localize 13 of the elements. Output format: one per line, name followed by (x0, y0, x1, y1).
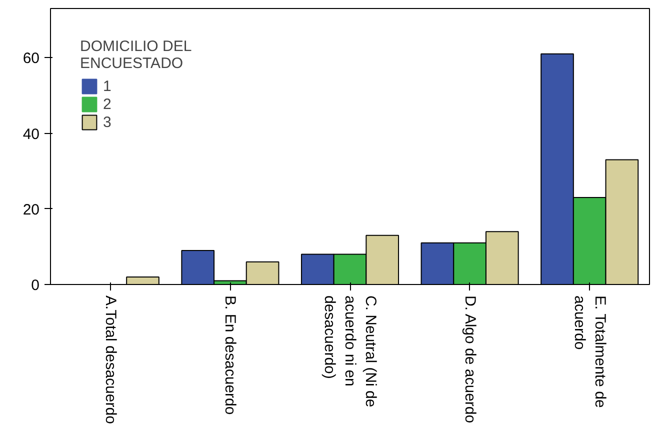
y-tick-label: 40 (22, 126, 40, 143)
x-tick-label: B. En desacuerdo (222, 296, 239, 415)
y-tick-label: 20 (22, 201, 40, 218)
legend-label: 2 (103, 96, 112, 112)
legend-title: DOMICILIO DEL ENCUESTADO (80, 38, 192, 72)
x-tick-label: A.Total desacuerdo (102, 296, 119, 424)
x-tick-label: D. Algo de acuerdo (461, 296, 478, 424)
y-tick-label: 0 (31, 277, 40, 294)
legend-label: 3 (103, 114, 112, 130)
x-tick-label: C. Neutral (Ni de acuerdo ni en desacuerdo) (321, 296, 379, 408)
x-tick-label: E. Totalmente de acuerdo (570, 296, 608, 408)
y-tick-label: 60 (22, 50, 40, 68)
legend-label: 1 (103, 78, 112, 94)
